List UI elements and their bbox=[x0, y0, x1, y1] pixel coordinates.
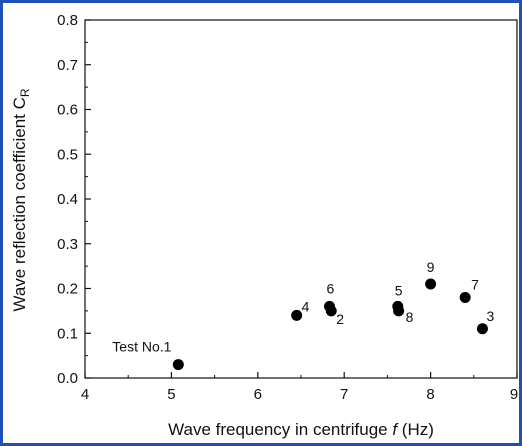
y-tick-label: 0.3 bbox=[57, 236, 78, 253]
y-axis-title: Wave reflection coefficient CR bbox=[10, 88, 32, 311]
data-point bbox=[173, 359, 184, 370]
point-label: 3 bbox=[486, 308, 494, 324]
data-point bbox=[324, 301, 335, 312]
y-tick-label: 0.4 bbox=[57, 191, 78, 208]
point-label: 4 bbox=[302, 298, 310, 314]
point-label: 6 bbox=[327, 280, 335, 296]
x-tick-label: 7 bbox=[340, 386, 348, 403]
x-tick-label: 9 bbox=[510, 386, 518, 403]
x-tick-label: 8 bbox=[426, 386, 434, 403]
y-tick-label: 0.1 bbox=[57, 325, 78, 342]
point-label: 7 bbox=[471, 276, 479, 292]
y-tick-label: 0.0 bbox=[57, 370, 78, 387]
y-tick-label: 0.2 bbox=[57, 281, 78, 298]
x-tick-label: 4 bbox=[81, 386, 89, 403]
point-label: 5 bbox=[395, 282, 403, 298]
y-tick-label: 0.7 bbox=[57, 57, 78, 74]
data-point bbox=[425, 279, 436, 290]
x-tick-label: 6 bbox=[254, 386, 262, 403]
point-label: 9 bbox=[427, 259, 435, 275]
y-tick-label: 0.6 bbox=[57, 102, 78, 119]
data-point bbox=[477, 323, 488, 334]
y-axis-ticks: 0.0 0.1 0.2 0.3 0.4 0.5 0.6 0.7 0.8 bbox=[57, 12, 91, 387]
data-point bbox=[460, 292, 471, 303]
point-labels: Test No.1 2 3 4 5 6 7 8 9 bbox=[112, 259, 494, 355]
x-tick-label: 5 bbox=[167, 386, 175, 403]
y-tick-label: 0.5 bbox=[57, 146, 78, 163]
point-label: Test No.1 bbox=[112, 339, 171, 355]
y-tick-label: 0.8 bbox=[57, 12, 78, 29]
point-label: 8 bbox=[406, 309, 414, 325]
point-label: 2 bbox=[336, 311, 344, 327]
plot-border bbox=[85, 20, 517, 378]
data-point bbox=[393, 305, 404, 316]
plot-area bbox=[85, 20, 517, 378]
x-axis-title: Wave frequency in centrifuge f (Hz) bbox=[168, 420, 434, 439]
data-point bbox=[291, 310, 302, 321]
x-axis-ticks: 4 5 6 7 8 9 bbox=[81, 372, 518, 403]
